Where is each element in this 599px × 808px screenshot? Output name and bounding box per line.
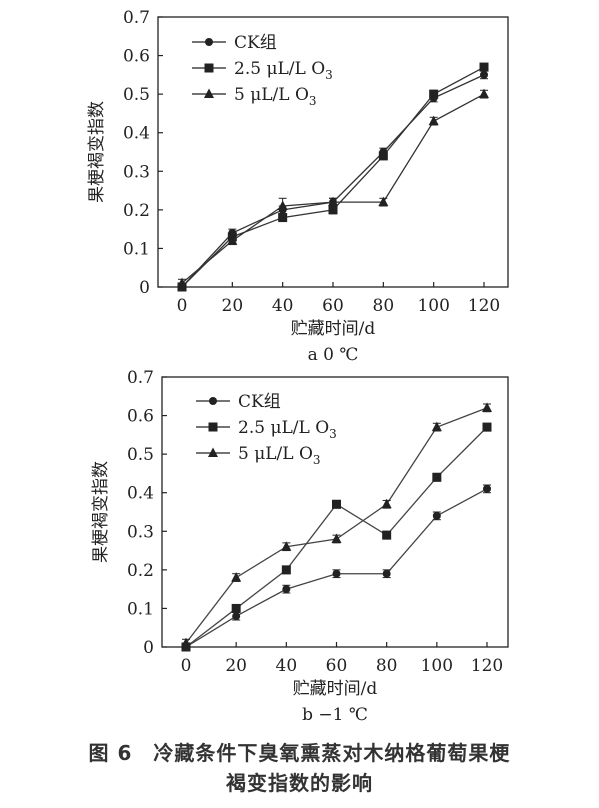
legend-label: 2.5 μL/L O3 <box>234 59 333 82</box>
x-tick-label: 100 <box>421 656 453 676</box>
data-point <box>231 572 242 582</box>
plot-frame <box>157 16 509 288</box>
data-point <box>232 612 241 621</box>
data-point <box>227 235 238 245</box>
y-tick-label: 0.5 <box>123 85 150 105</box>
data-point <box>432 511 441 520</box>
x-tick-label: 60 <box>326 656 348 676</box>
y-tick-label: 0.4 <box>123 124 150 144</box>
x-tick-label: 80 <box>373 296 395 316</box>
data-point <box>429 89 439 99</box>
y-tick-label: 0.2 <box>127 561 154 581</box>
data-point <box>382 530 392 540</box>
y-axis-label: 果梗褐变指数 <box>91 461 111 563</box>
data-point <box>328 196 338 207</box>
data-point <box>278 213 288 223</box>
data-point <box>331 533 342 543</box>
series-line <box>181 66 485 288</box>
legend-label: 5 μL/L O3 <box>238 444 321 467</box>
y-tick-label: 0.6 <box>127 407 154 427</box>
chart-panel-a: 0 0.1 0.2 0.3 0.4 0.5 0.6 0.7 0 20 40 60 80 100 120 贮藏时… <box>87 8 509 365</box>
data-point <box>480 70 488 79</box>
legend-marker <box>209 397 217 405</box>
legend-marker <box>205 38 213 46</box>
data-point <box>431 421 442 432</box>
x-tick-label: 0 <box>177 296 188 316</box>
data-point <box>231 603 241 613</box>
y-tick-label: 0.7 <box>123 8 150 28</box>
y-tick-label: 0 <box>143 638 154 658</box>
y-tick-label: 0.6 <box>123 47 150 67</box>
y-tick-label: 0.5 <box>127 445 154 465</box>
x-tick-label: 40 <box>276 656 298 676</box>
data-point <box>482 422 492 432</box>
x-tick-label: 120 <box>471 656 503 676</box>
y-tick-label: 0.2 <box>123 201 150 221</box>
x-tick-label: 80 <box>376 656 398 676</box>
plot-frame <box>161 376 509 648</box>
data-point <box>479 88 489 99</box>
y-tick-label: 0 <box>139 278 150 298</box>
x-tick-label: 120 <box>468 296 500 316</box>
figure: 0 0.1 0.2 0.3 0.4 0.5 0.6 0.7 0 20 40 60 80 100 120 贮藏时… <box>87 8 509 725</box>
panel-subtitle: b −1 ℃ <box>302 705 368 725</box>
data-point <box>281 541 292 551</box>
data-point <box>378 151 388 161</box>
data-point <box>428 115 439 126</box>
data-point <box>177 277 187 288</box>
series-line <box>181 74 485 288</box>
y-tick-label: 0.4 <box>127 484 154 504</box>
legend-label: CK组 <box>234 33 277 53</box>
caption-line-1: 图 6 冷藏条件下臭氧熏蒸对木纳格葡萄果梗 <box>88 741 511 765</box>
figure-caption: 图 6 冷藏条件下臭氧熏蒸对木纳格葡萄果梗 褐变指数的影响 <box>0 738 599 798</box>
chart-panel-b: 0 0.1 0.2 0.3 0.4 0.5 0.6 0.7 0 20 40 60 80 100 120 贮藏时… <box>91 368 509 725</box>
data-point <box>281 565 291 575</box>
data-point <box>328 205 338 215</box>
x-axis-label: 贮藏时间/d <box>293 679 378 699</box>
data-point <box>282 585 291 594</box>
x-tick-label: 100 <box>417 296 449 316</box>
panel-subtitle: a 0 ℃ <box>308 345 359 365</box>
legend-label: CK组 <box>238 392 281 412</box>
series-line <box>185 407 488 644</box>
data-point <box>382 569 391 578</box>
data-point <box>378 196 389 207</box>
data-point <box>332 569 341 578</box>
series-line <box>181 93 485 284</box>
y-tick-label: 0.1 <box>123 239 150 259</box>
y-tick-label: 0.3 <box>127 522 154 542</box>
y-tick-label: 0.1 <box>127 599 154 619</box>
x-tick-label: 20 <box>225 656 247 676</box>
x-tick-label: 20 <box>222 296 244 316</box>
legend-label: 5 μL/L O3 <box>234 85 317 108</box>
data-point <box>381 498 392 509</box>
y-axis-label: 果梗褐变指数 <box>87 101 107 203</box>
data-point <box>482 402 492 412</box>
x-axis-label: 贮藏时间/d <box>291 319 376 339</box>
data-point <box>181 637 191 648</box>
data-point <box>432 472 442 482</box>
y-tick-label: 0.7 <box>127 368 154 388</box>
caption-line-2: 褐变指数的影响 <box>226 771 373 795</box>
x-tick-label: 60 <box>322 296 344 316</box>
x-tick-label: 40 <box>272 296 294 316</box>
data-point <box>332 499 341 509</box>
series-line <box>185 488 488 648</box>
y-tick-label: 0.3 <box>123 162 150 182</box>
legend-marker <box>208 447 218 457</box>
legend-marker <box>204 88 214 98</box>
data-point <box>277 200 288 210</box>
data-point <box>483 484 491 493</box>
legend-label: 2.5 μL/L O3 <box>238 418 337 441</box>
x-tick-label: 0 <box>181 656 192 676</box>
legend-marker <box>204 63 214 73</box>
legend-marker <box>208 422 218 432</box>
data-point <box>479 62 489 72</box>
